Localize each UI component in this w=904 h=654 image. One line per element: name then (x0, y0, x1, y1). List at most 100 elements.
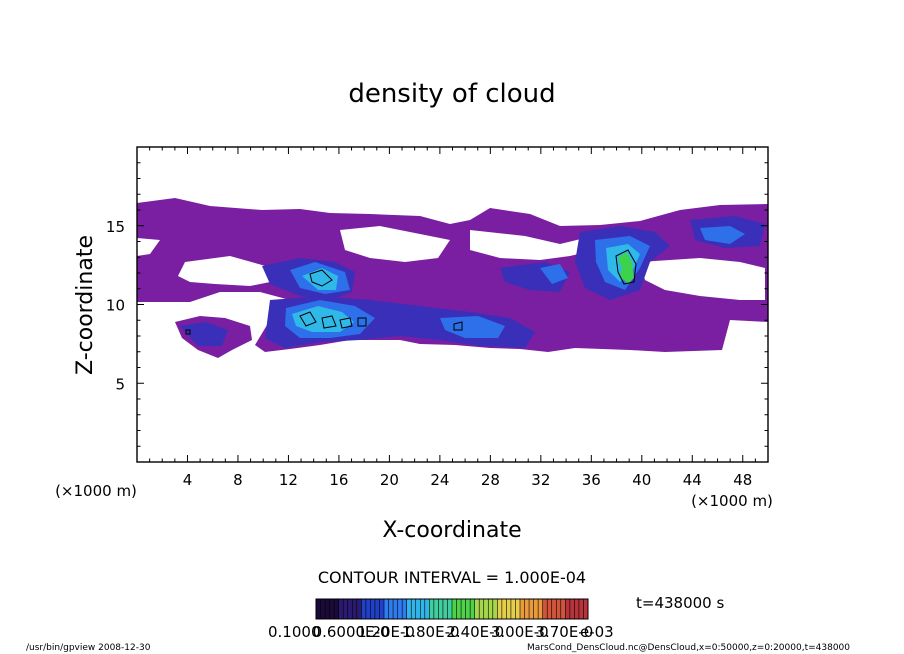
x-tick-label: 44 (683, 471, 702, 489)
colorbar-cell (529, 599, 535, 619)
colorbar-cell (488, 599, 494, 619)
colorbar-cell (402, 599, 408, 619)
colorbar-cell (560, 599, 566, 619)
colorbar-cell (501, 599, 507, 619)
colorbar-cell (465, 599, 471, 619)
cloud-region-peak (618, 252, 634, 284)
colorbar-label: 1.20E-0 (357, 623, 415, 641)
colorbar-cell (578, 599, 584, 619)
colorbar-label: 2.40E-0 (446, 623, 504, 641)
colorbar-cell (538, 599, 544, 619)
x-tick-label: 4 (183, 471, 193, 489)
x-tick-label: 12 (279, 471, 298, 489)
colorbar-frame (315, 598, 589, 620)
x-tick-label: 48 (733, 471, 752, 489)
colorbar-label: 0.1000 (268, 623, 321, 641)
colorbar-cell (388, 599, 394, 619)
colorbar-cell (374, 599, 380, 619)
y-axis-label: Z-coordinate (73, 235, 98, 375)
colorbar-cell (583, 599, 589, 619)
y-tick-label: 15 (106, 218, 125, 236)
colorbar-cell (406, 599, 412, 619)
colorbar-cell (442, 599, 448, 619)
colorbar-cell (370, 599, 376, 619)
colorbar-cell (393, 599, 399, 619)
footer-left: /usr/bin/gpview 2008-12-30 (26, 643, 151, 653)
colorbar-cell (506, 599, 512, 619)
y-tick-label: 5 (115, 375, 125, 393)
x-tick-label: 24 (430, 471, 449, 489)
colorbar-cell (316, 599, 322, 619)
colorbar-cell (334, 599, 340, 619)
colorbar-cell (356, 599, 362, 619)
colorbar-cell (542, 599, 548, 619)
colorbar-cell (479, 599, 485, 619)
colorbar-cell (379, 599, 385, 619)
colorbar-cell (574, 599, 580, 619)
x-tick-label: 36 (582, 471, 601, 489)
cloud-gaps (137, 226, 765, 300)
y-unit-label: (×1000 m) (55, 482, 137, 500)
x-unit-label: (×1000 m) (691, 492, 773, 510)
colorbar-cell (325, 599, 331, 619)
colorbar-cell (352, 599, 358, 619)
colorbar-cell (524, 599, 530, 619)
y-tick-label: 10 (106, 297, 125, 315)
colorbar-cell (569, 599, 575, 619)
colorbar-label: 3.70E-0 (535, 623, 593, 641)
colorbar-cell (452, 599, 458, 619)
x-tick-label: 8 (233, 471, 243, 489)
colorbar-cell (497, 599, 503, 619)
x-axis-label: X-coordinate (382, 518, 521, 543)
colorbar-cell (447, 599, 453, 619)
x-tick-label: 16 (329, 471, 348, 489)
footer-right: MarsCond_DensCloud.nc@DensCloud,x=0:5000… (527, 643, 850, 653)
colorbar-labels: 0.10000.6000E-01.20E-01.80E-02.40E-03.00… (268, 623, 614, 641)
colorbar-cell (420, 599, 426, 619)
colorbar-label: e-03 (580, 623, 614, 641)
colorbar-cell (470, 599, 476, 619)
colorbar-cell (397, 599, 403, 619)
colorbar-cell (510, 599, 516, 619)
colorbar-label: 1.80E-0 (402, 623, 460, 641)
x-tick-label: 20 (380, 471, 399, 489)
colorbar-cell (415, 599, 421, 619)
x-tick-label: 40 (632, 471, 651, 489)
colorbar-cell (520, 599, 526, 619)
colorbar-cell (515, 599, 521, 619)
colorbar-cell (320, 599, 326, 619)
colorbar-cell (565, 599, 571, 619)
colorbar-label: 0.6000E-0 (313, 623, 390, 641)
time-label: t=438000 s (636, 594, 724, 612)
chart-title: density of cloud (348, 79, 555, 109)
x-tick-label: 28 (481, 471, 500, 489)
x-axis: 4 8 12 16 20 24 28 32 36 40 44 48 (136, 147, 769, 489)
y-axis: 5 10 15 (106, 146, 768, 463)
x-tick-label: 32 (531, 471, 550, 489)
colorbar-cell (556, 599, 562, 619)
cloud-field (137, 198, 768, 358)
colorbar-cell (433, 599, 439, 619)
colorbar-cell (547, 599, 553, 619)
colorbar-cell (361, 599, 367, 619)
colorbar-cell (533, 599, 539, 619)
colorbar (315, 598, 589, 620)
contour-interval-label: CONTOUR INTERVAL = 1.000E-04 (318, 568, 586, 587)
colorbar-cell (347, 599, 353, 619)
colorbar-cell (483, 599, 489, 619)
colorbar-cell (492, 599, 498, 619)
colorbar-cell (411, 599, 417, 619)
contour-lines (185, 249, 637, 335)
colorbar-cell (343, 599, 349, 619)
colorbar-cell (551, 599, 557, 619)
colorbar-cell (338, 599, 344, 619)
colorbar-cell (438, 599, 444, 619)
colorbar-cell (365, 599, 371, 619)
colorbar-cell (429, 599, 435, 619)
colorbar-cell (424, 599, 430, 619)
colorbar-cell (474, 599, 480, 619)
colorbar-cell (384, 599, 390, 619)
colorbar-cell (456, 599, 462, 619)
colorbar-cell (461, 599, 467, 619)
